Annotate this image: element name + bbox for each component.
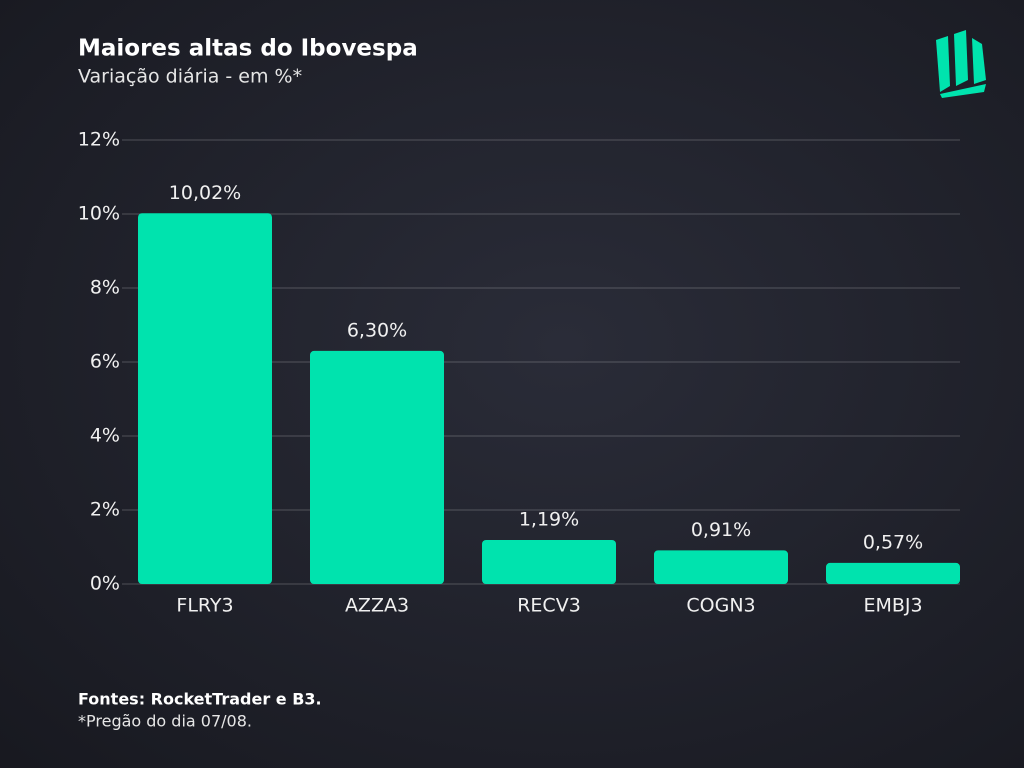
data-label: 0,57% [863,531,923,553]
bar [826,562,960,584]
x-tick-label: AZZA3 [345,595,409,617]
bar [310,350,444,584]
y-tick-label: 0% [90,573,120,595]
data-label: 0,91% [691,519,751,541]
footnote: *Pregão do dia 07/08. [78,712,252,731]
x-tick-label: RECV3 [517,595,581,617]
y-tick-label: 8% [90,277,120,299]
data-label: 6,30% [347,319,407,341]
x-tick-label: FLRY3 [176,595,233,617]
logo [936,30,986,98]
y-tick-label: 4% [90,425,120,447]
y-tick-label: 6% [90,351,120,373]
y-tick-label: 10% [78,203,120,225]
y-tick-label: 2% [90,499,120,521]
chart-subtitle: Variação diária - em %* [78,66,302,88]
y-tick-label: 12% [78,129,120,151]
x-tick-label: EMBJ3 [863,595,922,617]
bar [482,539,616,584]
bar [654,550,788,584]
x-tick-label: COGN3 [686,595,755,617]
data-label: 1,19% [519,508,579,530]
bar [138,213,272,584]
source-note: Fontes: RocketTrader e B3. [78,690,322,709]
chart-title: Maiores altas do Ibovespa [78,36,418,62]
data-label: 10,02% [169,182,241,204]
